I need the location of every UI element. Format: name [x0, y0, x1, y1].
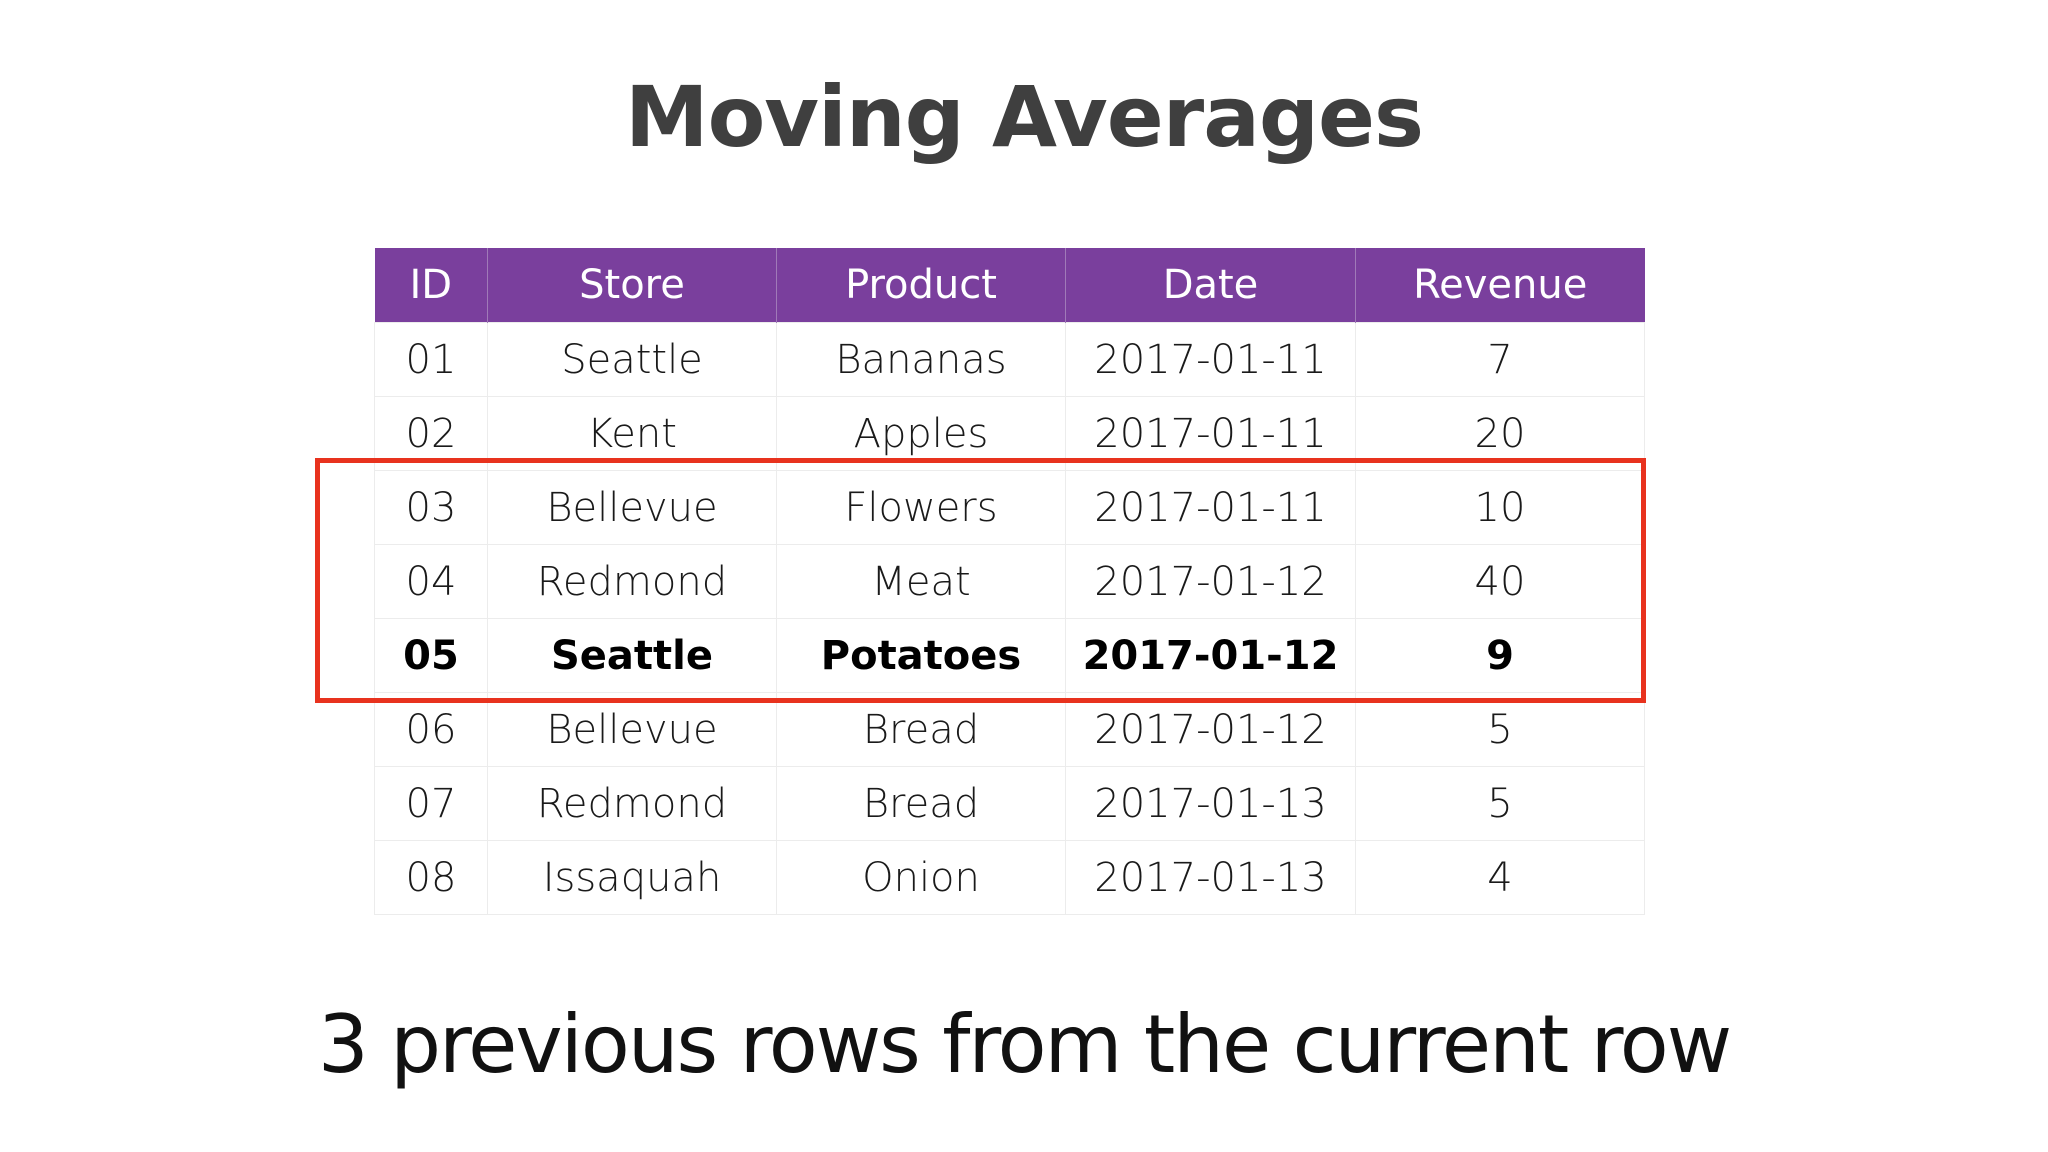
cell-date: 2017-01-11 — [1065, 470, 1356, 545]
cell-id: 03 — [374, 470, 488, 545]
table-header-row: ID Store Product Date Revenue — [374, 248, 1645, 323]
cell-id: 02 — [374, 396, 488, 471]
caption: 3 previous rows from the current row — [317, 998, 1732, 1091]
header-date: Date — [1065, 248, 1356, 323]
table-row: 06 Bellevue Bread 2017-01-12 5 — [374, 692, 1645, 767]
cell-revenue: 7 — [1355, 322, 1645, 397]
cell-revenue: 10 — [1355, 470, 1645, 545]
cell-revenue: 9 — [1355, 618, 1645, 693]
cell-revenue: 40 — [1355, 544, 1645, 619]
cell-product: Bread — [776, 766, 1066, 841]
cell-product: Bread — [776, 692, 1066, 767]
cell-store: Redmond — [487, 766, 777, 841]
cell-id: 05 — [374, 618, 488, 693]
cell-date: 2017-01-13 — [1065, 840, 1356, 915]
cell-id: 04 — [374, 544, 488, 619]
cell-store: Redmond — [487, 544, 777, 619]
cell-id: 07 — [374, 766, 488, 841]
header-revenue: Revenue — [1355, 248, 1645, 323]
cell-store: Bellevue — [487, 692, 777, 767]
cell-date: 2017-01-12 — [1065, 692, 1356, 767]
cell-date: 2017-01-11 — [1065, 396, 1356, 471]
table-row: 08 Issaquah Onion 2017-01-13 4 — [374, 840, 1645, 915]
cell-revenue: 4 — [1355, 840, 1645, 915]
cell-product: Bananas — [776, 322, 1066, 397]
cell-product: Onion — [776, 840, 1066, 915]
cell-store: Issaquah — [487, 840, 777, 915]
cell-date: 2017-01-12 — [1065, 618, 1356, 693]
header-store: Store — [487, 248, 777, 323]
cell-revenue: 5 — [1355, 692, 1645, 767]
table-row: 04 Redmond Meat 2017-01-12 40 — [374, 544, 1645, 619]
cell-id: 06 — [374, 692, 488, 767]
cell-store: Kent — [487, 396, 777, 471]
cell-store: Seattle — [487, 322, 777, 397]
cell-id: 01 — [374, 322, 488, 397]
cell-date: 2017-01-12 — [1065, 544, 1356, 619]
slide-title: Moving Averages — [625, 68, 1424, 166]
data-table: ID Store Product Date Revenue 01 Seattle… — [374, 248, 1645, 915]
current-row: 05 Seattle Potatoes 2017-01-12 9 — [374, 618, 1645, 693]
header-id: ID — [374, 248, 488, 323]
table-row: 07 Redmond Bread 2017-01-13 5 — [374, 766, 1645, 841]
cell-product: Apples — [776, 396, 1066, 471]
cell-product: Meat — [776, 544, 1066, 619]
table-row: 01 Seattle Bananas 2017-01-11 7 — [374, 322, 1645, 397]
table-row: 03 Bellevue Flowers 2017-01-11 10 — [374, 470, 1645, 545]
cell-date: 2017-01-13 — [1065, 766, 1356, 841]
cell-store: Bellevue — [487, 470, 777, 545]
header-product: Product — [776, 248, 1066, 323]
cell-store: Seattle — [487, 618, 777, 693]
cell-id: 08 — [374, 840, 488, 915]
cell-revenue: 20 — [1355, 396, 1645, 471]
cell-revenue: 5 — [1355, 766, 1645, 841]
table-row: 02 Kent Apples 2017-01-11 20 — [374, 396, 1645, 471]
cell-date: 2017-01-11 — [1065, 322, 1356, 397]
cell-product: Potatoes — [776, 618, 1066, 693]
cell-product: Flowers — [776, 470, 1066, 545]
